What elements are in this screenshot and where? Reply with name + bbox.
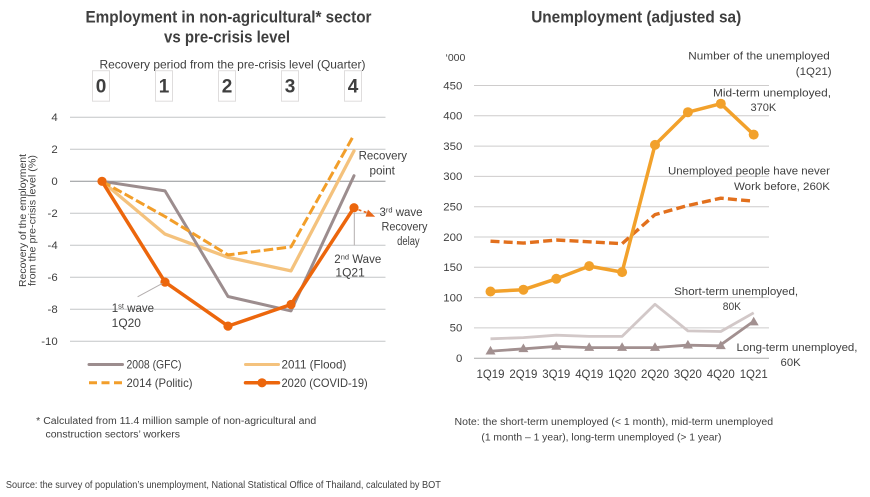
svg-text:2020 (COVID-19): 2020 (COVID-19)	[282, 376, 368, 390]
svg-text:2014 (Politic): 2014 (Politic)	[127, 376, 193, 390]
svg-text:* Calculated from 11.4 million: * Calculated from 11.4 million sample of…	[36, 416, 316, 427]
svg-text:3: 3	[285, 77, 296, 98]
svg-text:450: 450	[443, 80, 462, 92]
svg-text:4Q20: 4Q20	[707, 369, 735, 381]
svg-text:1Q21: 1Q21	[335, 268, 364, 280]
svg-text:Unemployment (adjusted sa): Unemployment (adjusted sa)	[531, 8, 741, 27]
svg-text:Note: the short-term unemploye: Note: the short-term unemployed (< 1 mon…	[455, 416, 774, 428]
svg-text:Mid-term unemployed,: Mid-term unemployed,	[713, 88, 831, 100]
svg-text:4: 4	[348, 77, 359, 98]
svg-text:1st wave: 1st wave	[112, 301, 154, 314]
svg-text:delay: delay	[397, 236, 420, 248]
svg-text:2: 2	[222, 77, 233, 98]
svg-text:0: 0	[456, 353, 462, 365]
svg-text:250: 250	[443, 202, 462, 214]
svg-text:(1 month – 1 year), long-term: (1 month – 1 year), long-term unemployed…	[481, 431, 721, 443]
svg-text:3Q19: 3Q19	[542, 369, 570, 381]
svg-text:350: 350	[443, 141, 462, 153]
svg-text:300: 300	[443, 171, 462, 183]
svg-text:4Q19: 4Q19	[575, 369, 603, 381]
svg-text:Number of the unemployed: Number of the unemployed	[688, 50, 830, 62]
svg-text:1Q19: 1Q19	[477, 369, 505, 381]
svg-text:Long-term unemployed,: Long-term unemployed,	[737, 342, 858, 354]
svg-text:370K: 370K	[751, 102, 777, 114]
svg-text:200: 200	[443, 232, 462, 244]
svg-text:100: 100	[443, 292, 462, 304]
svg-text:2011 (Flood): 2011 (Flood)	[282, 358, 347, 372]
svg-text:-8: -8	[48, 304, 58, 316]
svg-text:2Q20: 2Q20	[641, 369, 669, 381]
svg-text:‘000: ‘000	[446, 52, 466, 64]
svg-text:2008 (GFC): 2008 (GFC)	[127, 358, 182, 372]
svg-text:Recovery of the employment: Recovery of the employment	[17, 154, 29, 287]
svg-text:Recovery: Recovery	[359, 150, 408, 162]
svg-text:Unemployed people have never: Unemployed people have never	[668, 166, 830, 178]
svg-text:1: 1	[159, 77, 170, 98]
svg-text:-10: -10	[41, 336, 57, 348]
svg-text:3Q20: 3Q20	[674, 369, 702, 381]
svg-text:3rd wave: 3rd wave	[379, 206, 422, 219]
svg-text:2Q19: 2Q19	[509, 369, 537, 381]
svg-text:Short-term unemployed,: Short-term unemployed,	[674, 286, 798, 298]
svg-text:1Q20: 1Q20	[608, 369, 636, 381]
svg-text:construction sectors’ workers: construction sectors’ workers	[46, 429, 181, 440]
svg-text:80K: 80K	[723, 301, 742, 313]
svg-text:-6: -6	[48, 272, 58, 284]
svg-text:0: 0	[51, 176, 57, 188]
svg-text:-4: -4	[48, 240, 58, 252]
svg-text:(1Q21): (1Q21)	[796, 66, 832, 78]
svg-text:0: 0	[96, 77, 107, 98]
svg-text:from the pre-crisis level (%): from the pre-crisis level (%)	[26, 155, 38, 286]
svg-text:point: point	[370, 165, 396, 177]
svg-text:Recovery: Recovery	[382, 222, 428, 234]
svg-text:1Q20: 1Q20	[112, 318, 141, 330]
svg-text:Recovery period from the pre-c: Recovery period from the pre-crisis leve…	[100, 57, 366, 71]
svg-text:60K: 60K	[781, 357, 802, 369]
svg-text:2: 2	[51, 144, 57, 156]
svg-text:-2: -2	[48, 208, 58, 220]
svg-text:Source: the survey of populati: Source: the survey of population’s unemp…	[6, 479, 442, 491]
svg-text:2nd Wave: 2nd Wave	[334, 252, 381, 265]
svg-text:400: 400	[443, 111, 462, 123]
svg-text:150: 150	[443, 262, 462, 274]
svg-text:1Q21: 1Q21	[740, 369, 768, 381]
svg-text:Employment in non-agricultural: Employment in non-agricultural* sector	[86, 8, 372, 27]
svg-text:Work before, 260K: Work before, 260K	[734, 181, 831, 193]
svg-text:50: 50	[450, 323, 463, 335]
svg-text:vs pre-crisis level: vs pre-crisis level	[164, 28, 290, 47]
svg-text:4: 4	[51, 112, 57, 124]
